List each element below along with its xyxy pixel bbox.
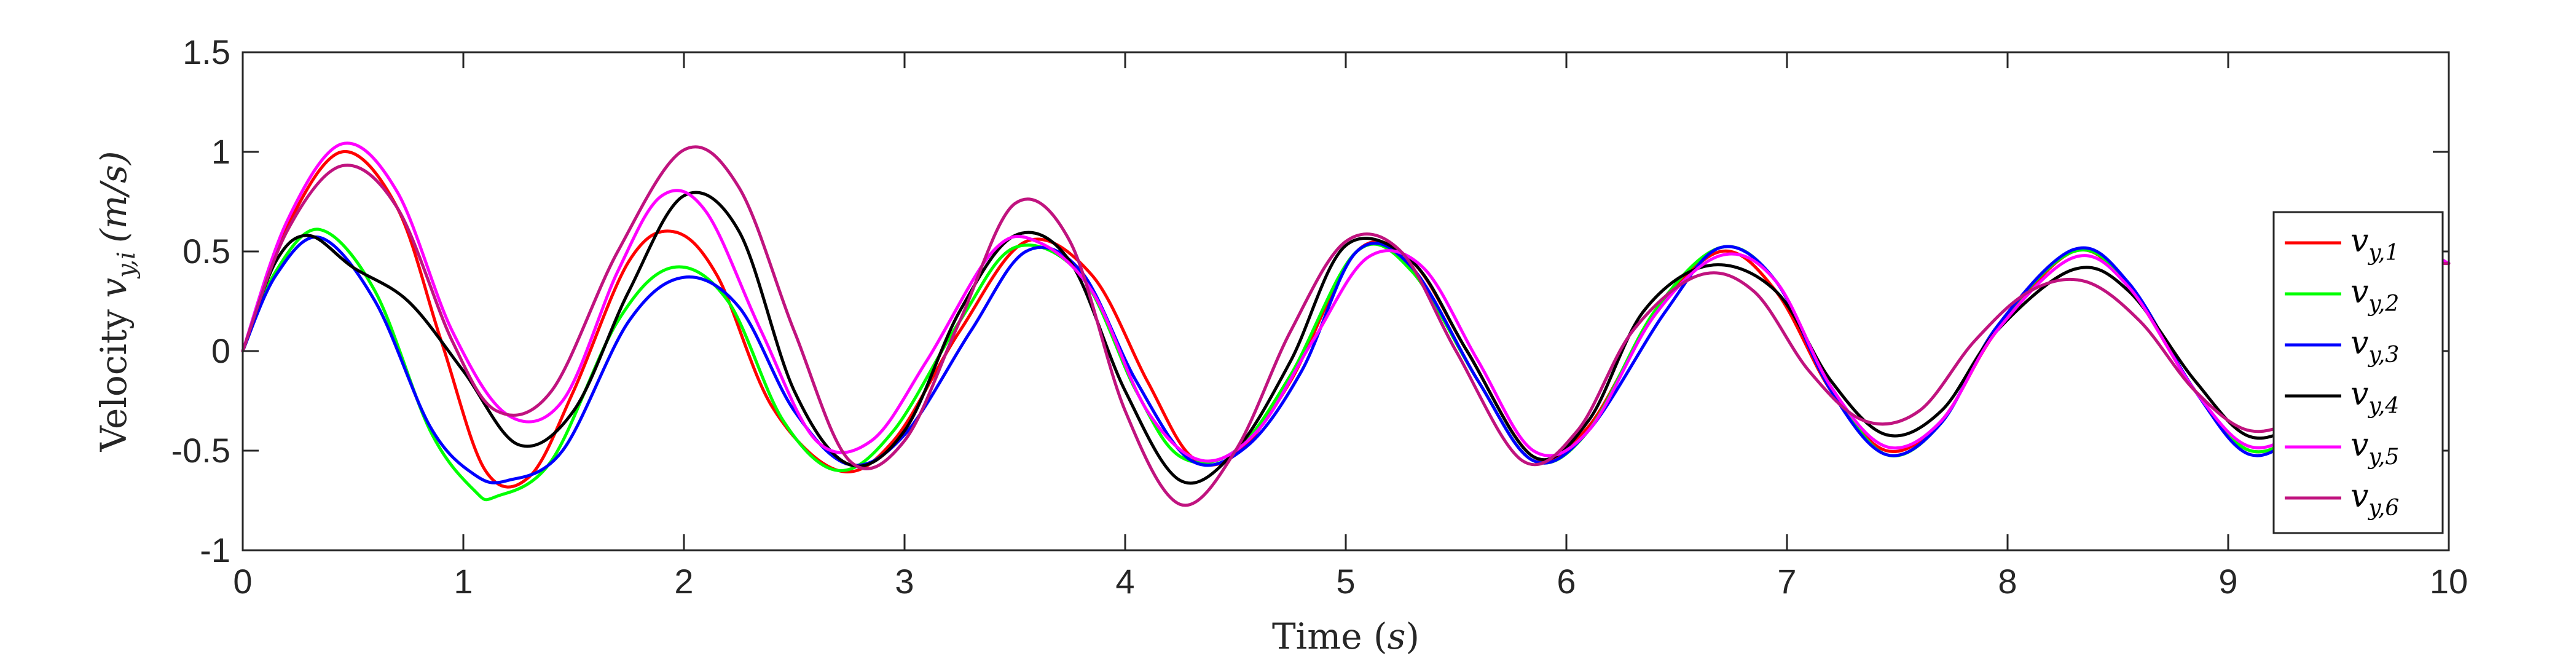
- legend-label-sub: y,2: [2367, 291, 2399, 317]
- y-tick-label: 0.5: [183, 232, 230, 271]
- x-tick-label: 6: [1557, 562, 1576, 601]
- y-axis-label-var: v: [93, 278, 135, 298]
- legend-label-5: vy,5: [2350, 427, 2399, 470]
- x-tick-label: 0: [233, 562, 252, 601]
- series-line-5: [241, 141, 2451, 463]
- y-axis: -1 -0.5 0 0.5 1 1.5: [171, 33, 2449, 569]
- legend-label-var: v: [2350, 223, 2368, 259]
- y-axis-label-text: Velocity: [93, 298, 135, 453]
- legend-label-var: v: [2350, 325, 2368, 362]
- y-tick-label: 1.5: [183, 33, 230, 71]
- legend-label-3: vy,3: [2350, 325, 2399, 368]
- legend-label-4: vy,4: [2350, 376, 2399, 419]
- x-tick-label: 9: [2218, 562, 2237, 601]
- legend-label-sub: y,5: [2367, 445, 2399, 470]
- y-tick-label: 1: [211, 132, 230, 171]
- x-axis-label: Time (s): [1272, 615, 1420, 657]
- legend-label-1: vy,1: [2350, 223, 2399, 266]
- x-axis-label-var: s: [1388, 615, 1406, 657]
- x-axis-label-open: (: [1373, 615, 1388, 657]
- x-tick-label: 8: [1998, 562, 2017, 601]
- series-line-4: [241, 191, 2451, 485]
- x-tick-label: 10: [2430, 562, 2468, 601]
- legend-label-sub: y,3: [2367, 342, 2399, 368]
- x-axis-label-close: ): [1405, 615, 1420, 657]
- legend-label-6: vy,6: [2350, 478, 2399, 521]
- x-tick-label: 3: [895, 562, 914, 601]
- x-axis-label-text: Time: [1272, 615, 1373, 657]
- legend-box: [2272, 211, 2444, 534]
- legend-label-sub: y,4: [2367, 393, 2399, 419]
- x-tick-label: 7: [1777, 562, 1796, 601]
- series-line-6: [241, 145, 2451, 507]
- y-tick-label: -0.5: [171, 431, 231, 470]
- x-tick-label: 5: [1336, 562, 1355, 601]
- series-group: [241, 141, 2451, 507]
- x-axis: 0 1 2 3 4 5 6 7 8 9 10: [233, 52, 2468, 601]
- y-axis-label-sub: y,i: [112, 251, 141, 279]
- y-tick-label: 0: [211, 331, 230, 370]
- legend: vy,1vy,2vy,3vy,4vy,5vy,6: [2272, 211, 2444, 534]
- legend-label-var: v: [2350, 427, 2368, 464]
- x-tick-label: 1: [454, 562, 473, 601]
- y-axis-label-unit: (m/s): [93, 151, 135, 243]
- y-tick-label: -1: [200, 531, 230, 569]
- legend-label-var: v: [2350, 376, 2368, 413]
- legend-label-sub: y,6: [2367, 496, 2399, 521]
- legend-label-var: v: [2350, 478, 2368, 515]
- y-axis-label: Velocity vy,i (m/s): [93, 151, 141, 452]
- legend-label-sub: y,1: [2367, 240, 2399, 266]
- x-tick-label: 4: [1115, 562, 1134, 601]
- legend-label-var: v: [2350, 274, 2368, 310]
- legend-label-2: vy,2: [2350, 274, 2399, 317]
- series-line-2: [241, 227, 2451, 502]
- x-tick-label: 2: [674, 562, 693, 601]
